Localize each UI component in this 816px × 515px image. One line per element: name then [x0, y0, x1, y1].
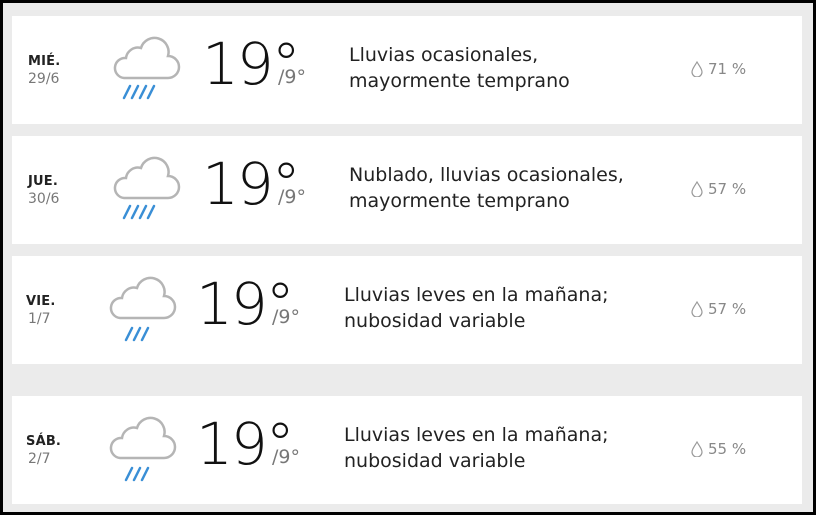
day-date: 2/7: [28, 451, 51, 467]
description-line: mayormente temprano: [349, 190, 570, 212]
weather-description: Lluvias ocasionales, mayormente temprano: [349, 42, 570, 94]
day-name: SÁB.: [26, 434, 62, 449]
weather-description: Nublado, lluvias ocasionales, mayormente…: [349, 162, 624, 214]
cloud-heavy-rain-icon: [113, 156, 181, 220]
cloud-heavy-rain-icon: [113, 36, 181, 100]
low-temperature: /9°: [272, 306, 300, 328]
cloud-light-rain-icon: [109, 276, 177, 342]
high-temperature: 19°: [202, 150, 301, 218]
high-temperature: 19°: [196, 270, 295, 338]
precipitation-value: 55 %: [708, 440, 747, 458]
high-temperature: 19°: [202, 30, 301, 98]
day-name: MIÉ.: [28, 54, 61, 69]
cloud-light-rain-icon: [109, 416, 177, 482]
low-temperature: /9°: [278, 66, 306, 88]
description-line: nubosidad variable: [344, 450, 526, 472]
raindrop-icon: [691, 181, 703, 197]
precipitation-chance: 71 %: [691, 60, 746, 78]
low-temperature: /9°: [272, 446, 300, 468]
low-temperature: /9°: [278, 186, 306, 208]
precipitation-chance: 57 %: [691, 180, 746, 198]
description-line: Lluvias leves en la mañana;: [344, 424, 609, 446]
description-line: nubosidad variable: [344, 310, 526, 332]
weather-description: Lluvias leves en la mañana; nubosidad va…: [344, 422, 609, 474]
forecast-day-row[interactable]: MIÉ. 29/6 19° /9° Lluvias ocasionales, m…: [12, 16, 802, 124]
description-line: Lluvias ocasionales,: [349, 44, 539, 66]
forecast-day-row[interactable]: JUE. 30/6 19° /9° Nublado, lluvias ocasi…: [12, 136, 802, 244]
raindrop-icon: [691, 441, 703, 457]
day-date: 29/6: [28, 71, 60, 87]
day-name: JUE.: [28, 174, 59, 189]
day-date: 1/7: [28, 311, 51, 327]
raindrop-icon: [691, 61, 703, 77]
forecast-list: MIÉ. 29/6 19° /9° Lluvias ocasionales, m…: [3, 3, 813, 512]
precipitation-value: 71 %: [708, 60, 747, 78]
precipitation-value: 57 %: [708, 180, 747, 198]
precipitation-value: 57 %: [708, 300, 747, 318]
forecast-day-row[interactable]: SÁB. 2/7 19° /9° Lluvias leves en la mañ…: [12, 396, 802, 504]
raindrop-icon: [691, 301, 703, 317]
high-temperature: 19°: [196, 410, 295, 478]
forecast-day-row[interactable]: VIE. 1/7 19° /9° Lluvias leves en la mañ…: [12, 256, 802, 364]
description-line: Lluvias leves en la mañana;: [344, 284, 609, 306]
description-line: mayormente temprano: [349, 70, 570, 92]
description-line: Nublado, lluvias ocasionales,: [349, 164, 624, 186]
weather-description: Lluvias leves en la mañana; nubosidad va…: [344, 282, 609, 334]
precipitation-chance: 55 %: [691, 440, 746, 458]
precipitation-chance: 57 %: [691, 300, 746, 318]
day-date: 30/6: [28, 191, 60, 207]
day-name: VIE.: [26, 294, 56, 309]
